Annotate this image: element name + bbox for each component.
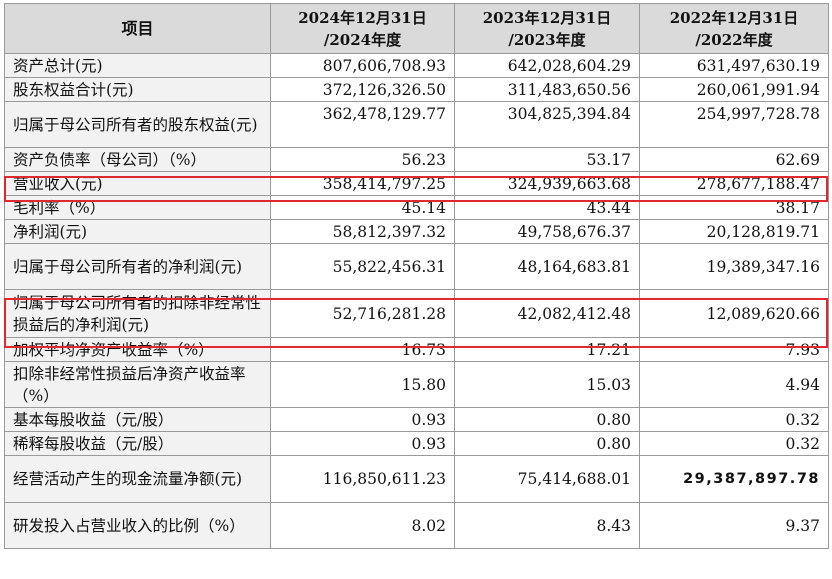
header-2024-line1: 2024年12月31日 bbox=[298, 8, 427, 27]
table-row: 经营活动产生的现金流量净额(元) 116,850,611.23 75,414,6… bbox=[4, 455, 829, 503]
table-row: 归属于母公司所有者的股东权益(元) 362,478,129.77 304,825… bbox=[4, 101, 829, 148]
cell-2024: 358,414,797.25 bbox=[270, 171, 455, 196]
cell-2024: 116,850,611.23 bbox=[270, 455, 455, 503]
table-row: 股东权益合计(元) 372,126,326.50 311,483,650.56 … bbox=[4, 77, 829, 102]
cell-2022: 0.32 bbox=[639, 431, 829, 456]
row-label: 毛利率（%） bbox=[4, 195, 271, 220]
cell-2024: 8.02 bbox=[270, 502, 455, 549]
cell-2022: 7.93 bbox=[639, 337, 829, 362]
table-row: 净利润(元) 58,812,397.32 49,758,676.37 20,12… bbox=[4, 219, 829, 244]
row-label: 资产负债率（母公司）（%） bbox=[4, 147, 271, 172]
table-row: 扣除非经常性损益后净资产收益率（%） 15.80 15.03 4.94 bbox=[4, 361, 829, 408]
cell-2023: 48,164,683.81 bbox=[454, 243, 640, 290]
header-item: 项目 bbox=[4, 3, 271, 54]
header-2022-line1: 2022年12月31日 bbox=[669, 8, 799, 27]
cell-2022: 9.37 bbox=[639, 502, 829, 549]
header-2023-line2: /2023年度 bbox=[508, 30, 586, 49]
cell-2023: 17.21 bbox=[454, 337, 640, 362]
cell-2024: 45.14 bbox=[270, 195, 455, 220]
cell-2023: 0.80 bbox=[454, 431, 640, 456]
row-label: 扣除非经常性损益后净资产收益率（%） bbox=[4, 361, 271, 408]
cell-2023: 8.43 bbox=[454, 502, 640, 549]
row-label: 资产总计(元) bbox=[4, 53, 271, 78]
cell-2022: 19,389,347.16 bbox=[639, 243, 829, 290]
cell-2023: 311,483,650.56 bbox=[454, 77, 640, 102]
cell-2022: 38.17 bbox=[639, 195, 829, 220]
cell-2022: 260,061,991.94 bbox=[639, 77, 829, 102]
cell-2022: 4.94 bbox=[639, 361, 829, 408]
row-label: 净利润(元) bbox=[4, 219, 271, 244]
row-label: 营业收入(元) bbox=[4, 171, 271, 196]
cell-2024: 15.80 bbox=[270, 361, 455, 408]
table-row: 归属于母公司所有者的扣除非经常性损益后的净利润(元) 52,716,281.28… bbox=[4, 289, 829, 338]
cell-2024: 56.23 bbox=[270, 147, 455, 172]
cell-2022: 254,997,728.78 bbox=[639, 101, 829, 148]
header-2023-line1: 2023年12月31日 bbox=[482, 8, 612, 27]
row-label: 归属于母公司所有者的股东权益(元) bbox=[4, 101, 271, 148]
header-item-label: 项目 bbox=[121, 18, 154, 38]
header-2022-line2: /2022年度 bbox=[695, 30, 773, 49]
cell-2023: 75,414,688.01 bbox=[454, 455, 640, 503]
row-label: 经营活动产生的现金流量净额(元) bbox=[4, 455, 271, 503]
table-row: 毛利率（%） 45.14 43.44 38.17 bbox=[4, 195, 829, 220]
cell-2022: 631,497,630.19 bbox=[639, 53, 829, 78]
row-label: 股东权益合计(元) bbox=[4, 77, 271, 102]
cell-2022: 62.69 bbox=[639, 147, 829, 172]
cell-2023: 0.80 bbox=[454, 407, 640, 432]
cell-2022: 278,677,188.47 bbox=[639, 171, 829, 196]
cell-2024: 807,606,708.93 bbox=[270, 53, 455, 78]
cell-2023: 43.44 bbox=[454, 195, 640, 220]
cell-2024: 372,126,326.50 bbox=[270, 77, 455, 102]
financial-table: 项目 2024年12月31日/2024年度 2023年12月31日/2023年度… bbox=[4, 3, 829, 549]
cell-2022: 20,128,819.71 bbox=[639, 219, 829, 244]
cell-2023: 49,758,676.37 bbox=[454, 219, 640, 244]
table-row: 资产负债率（母公司）（%） 56.23 53.17 62.69 bbox=[4, 147, 829, 172]
header-row: 项目 2024年12月31日/2024年度 2023年12月31日/2023年度… bbox=[4, 3, 829, 54]
cell-2023: 53.17 bbox=[454, 147, 640, 172]
cell-2024: 0.93 bbox=[270, 431, 455, 456]
header-2023: 2023年12月31日/2023年度 bbox=[454, 3, 640, 54]
cell-2023: 42,082,412.48 bbox=[454, 289, 640, 338]
cell-2023: 642,028,604.29 bbox=[454, 53, 640, 78]
cell-2022: 0.32 bbox=[639, 407, 829, 432]
row-label: 归属于母公司所有者的扣除非经常性损益后的净利润(元) bbox=[4, 289, 271, 338]
cell-2024: 362,478,129.77 bbox=[270, 101, 455, 148]
cell-2023: 304,825,394.84 bbox=[454, 101, 640, 148]
row-label: 稀释每股收益（元/股） bbox=[4, 431, 271, 456]
cell-2023: 324,939,663.68 bbox=[454, 171, 640, 196]
cell-2024: 58,812,397.32 bbox=[270, 219, 455, 244]
cell-2023: 15.03 bbox=[454, 361, 640, 408]
cell-2024: 55,822,456.31 bbox=[270, 243, 455, 290]
table-row: 归属于母公司所有者的净利润(元) 55,822,456.31 48,164,68… bbox=[4, 243, 829, 290]
table-row: 资产总计(元) 807,606,708.93 642,028,604.29 63… bbox=[4, 53, 829, 78]
table-row: 加权平均净资产收益率（%） 16.73 17.21 7.93 bbox=[4, 337, 829, 362]
cell-2024: 0.93 bbox=[270, 407, 455, 432]
header-2024: 2024年12月31日/2024年度 bbox=[270, 3, 455, 54]
cell-2024: 52,716,281.28 bbox=[270, 289, 455, 338]
row-label: 基本每股收益（元/股） bbox=[4, 407, 271, 432]
row-label: 研发投入占营业收入的比例（%） bbox=[4, 502, 271, 549]
cell-2022: 12,089,620.66 bbox=[639, 289, 829, 338]
cell-2024: 16.73 bbox=[270, 337, 455, 362]
cell-2022: 29,387,897.78 bbox=[639, 455, 829, 503]
row-label: 加权平均净资产收益率（%） bbox=[4, 337, 271, 362]
header-2024-line2: /2024年度 bbox=[323, 30, 402, 49]
header-2022: 2022年12月31日/2022年度 bbox=[639, 3, 829, 54]
table-row: 营业收入(元) 358,414,797.25 324,939,663.68 27… bbox=[4, 171, 829, 196]
table-row: 研发投入占营业收入的比例（%） 8.02 8.43 9.37 bbox=[4, 502, 829, 549]
table-row: 基本每股收益（元/股） 0.93 0.80 0.32 bbox=[4, 407, 829, 432]
table-row: 稀释每股收益（元/股） 0.93 0.80 0.32 bbox=[4, 431, 829, 456]
row-label: 归属于母公司所有者的净利润(元) bbox=[4, 243, 271, 290]
